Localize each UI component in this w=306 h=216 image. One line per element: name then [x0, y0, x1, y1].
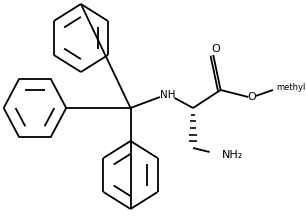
Text: methyl: methyl	[276, 84, 305, 92]
Text: O: O	[248, 92, 256, 102]
Text: NH: NH	[159, 90, 175, 100]
Text: NH₂: NH₂	[222, 150, 243, 160]
Text: O: O	[212, 44, 220, 54]
